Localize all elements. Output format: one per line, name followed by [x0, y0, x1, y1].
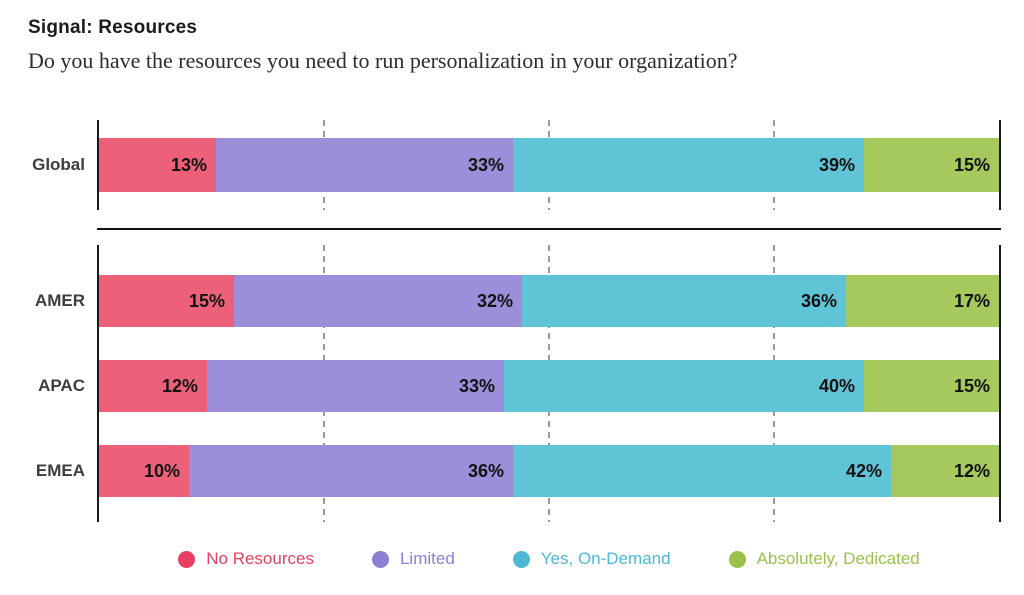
segment-yes-on-demand: 40% [504, 360, 864, 412]
segment-value: 42% [845, 460, 882, 481]
category-label-apac: APAC [38, 376, 85, 395]
bar-apac: 12% 33% 40% 15% [99, 360, 999, 412]
legend-item-no-resources: No Resources [178, 549, 314, 569]
segment-value: 15% [953, 154, 990, 175]
category-label-global: Global [32, 155, 85, 174]
legend-dot-icon [728, 550, 746, 568]
segment-value: 12% [161, 375, 198, 396]
segment-yes-on-demand: 39% [513, 138, 864, 192]
segment-no-resources: 15% [99, 275, 234, 327]
legend-item-absolutely-dedicated: Absolutely, Dedicated [728, 549, 920, 569]
segment-value: 10% [143, 460, 180, 481]
segment-value: 15% [188, 290, 225, 311]
regions-plot: AMER 15% 32% 36% 17% APAC 12% 33% 40% 15% EMEA 10% 3… [35, 245, 1001, 522]
legend-item-limited: Limited [371, 549, 455, 569]
segment-value: 36% [467, 460, 504, 481]
legend-dot-icon [512, 550, 530, 568]
bar-amer: 15% 32% 36% 17% [99, 275, 999, 327]
bar-row-amer: AMER 15% 32% 36% 17% [35, 275, 999, 327]
bar-emea: 10% 36% 42% 12% [99, 445, 999, 497]
segment-value: 17% [953, 290, 990, 311]
global-plot: Global 13% 33% 39% 15% [32, 120, 1001, 210]
segment-no-resources: 10% [99, 445, 189, 497]
segment-absolutely-dedicated: 12% [891, 445, 999, 497]
bar-row-apac: APAC 12% 33% 40% 15% [38, 360, 999, 412]
page-title: Signal: Resources [28, 17, 198, 38]
segment-limited: 33% [207, 360, 504, 412]
segment-no-resources: 12% [99, 360, 207, 412]
segment-value: 15% [953, 375, 990, 396]
segment-value: 32% [476, 290, 513, 311]
legend-label: Absolutely, Dedicated [756, 549, 920, 568]
segment-value: 36% [800, 290, 837, 311]
stacked-bar-chart: Global 13% 33% 39% 15% AMER 15% 32% 36% 17% APAC 12… [32, 120, 1001, 569]
legend-item-yes-on-demand: Yes, On-Demand [512, 549, 671, 569]
segment-limited: 32% [234, 275, 522, 327]
survey-question: Do you have the resources you need to ru… [28, 48, 738, 73]
bar-global: 13% 33% 39% 15% [99, 138, 999, 192]
segment-no-resources: 13% [99, 138, 216, 192]
legend-label: Limited [399, 549, 455, 568]
legend-dot-icon [371, 550, 389, 568]
segment-value: 13% [170, 154, 207, 175]
bar-row-global: Global 13% 33% 39% 15% [32, 138, 999, 192]
segment-yes-on-demand: 36% [522, 275, 846, 327]
segment-value: 33% [458, 375, 495, 396]
chart-groups: Global 13% 33% 39% 15% AMER 15% 32% 36% 17% APAC 12… [32, 120, 1001, 522]
segment-limited: 33% [216, 138, 513, 192]
segment-yes-on-demand: 42% [513, 445, 891, 497]
segment-value: 39% [818, 154, 855, 175]
segment-absolutely-dedicated: 17% [846, 275, 999, 327]
chart-divider [97, 228, 1001, 230]
category-label-emea: EMEA [35, 461, 85, 480]
chart-legend: No Resources Limited Yes, On-Demand Absolut… [97, 549, 1001, 569]
legend-label: Yes, On-Demand [540, 549, 671, 568]
segment-value: 40% [818, 375, 855, 396]
segment-limited: 36% [189, 445, 513, 497]
category-label-amer: AMER [34, 291, 85, 310]
segment-value: 12% [953, 460, 990, 481]
legend-label: No Resources [206, 549, 314, 568]
segment-absolutely-dedicated: 15% [864, 360, 999, 412]
bar-row-emea: EMEA 10% 36% 42% 12% [36, 445, 999, 497]
segment-value: 33% [467, 154, 504, 175]
legend-dot-icon [178, 550, 196, 568]
segment-absolutely-dedicated: 15% [864, 138, 999, 192]
